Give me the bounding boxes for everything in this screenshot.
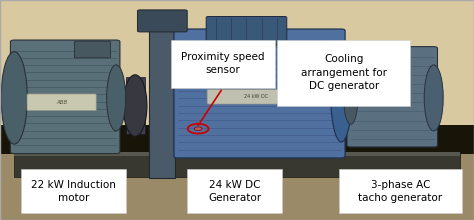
Ellipse shape (344, 72, 358, 124)
FancyBboxPatch shape (126, 77, 145, 134)
FancyBboxPatch shape (137, 10, 187, 32)
FancyBboxPatch shape (339, 169, 462, 213)
FancyBboxPatch shape (0, 125, 474, 154)
FancyBboxPatch shape (14, 152, 460, 156)
FancyBboxPatch shape (21, 169, 126, 213)
Ellipse shape (1, 52, 27, 144)
Text: 22 kW Induction
motor: 22 kW Induction motor (31, 180, 116, 203)
Ellipse shape (330, 45, 352, 142)
Text: Cooling
arrangement for
DC generator: Cooling arrangement for DC generator (301, 54, 387, 91)
Circle shape (194, 127, 202, 130)
FancyBboxPatch shape (174, 29, 345, 158)
Ellipse shape (107, 65, 126, 131)
FancyBboxPatch shape (347, 47, 438, 147)
Text: ABB: ABB (56, 100, 67, 105)
FancyBboxPatch shape (74, 41, 110, 58)
FancyBboxPatch shape (27, 94, 96, 111)
FancyBboxPatch shape (0, 0, 474, 154)
Ellipse shape (424, 65, 443, 131)
FancyBboxPatch shape (0, 154, 474, 220)
FancyBboxPatch shape (277, 40, 410, 106)
Text: 3-phase AC
tacho generator: 3-phase AC tacho generator (358, 180, 443, 203)
FancyBboxPatch shape (149, 20, 175, 178)
Text: Proximity speed
sensor: Proximity speed sensor (181, 52, 264, 75)
FancyBboxPatch shape (10, 40, 120, 154)
FancyBboxPatch shape (187, 169, 282, 213)
Ellipse shape (123, 75, 147, 136)
FancyBboxPatch shape (171, 40, 275, 88)
FancyBboxPatch shape (14, 152, 460, 177)
FancyBboxPatch shape (206, 16, 287, 45)
FancyBboxPatch shape (207, 90, 305, 104)
Text: 24 kW DC: 24 kW DC (244, 94, 268, 99)
Text: 24 kW DC
Generator: 24 kW DC Generator (208, 180, 261, 203)
